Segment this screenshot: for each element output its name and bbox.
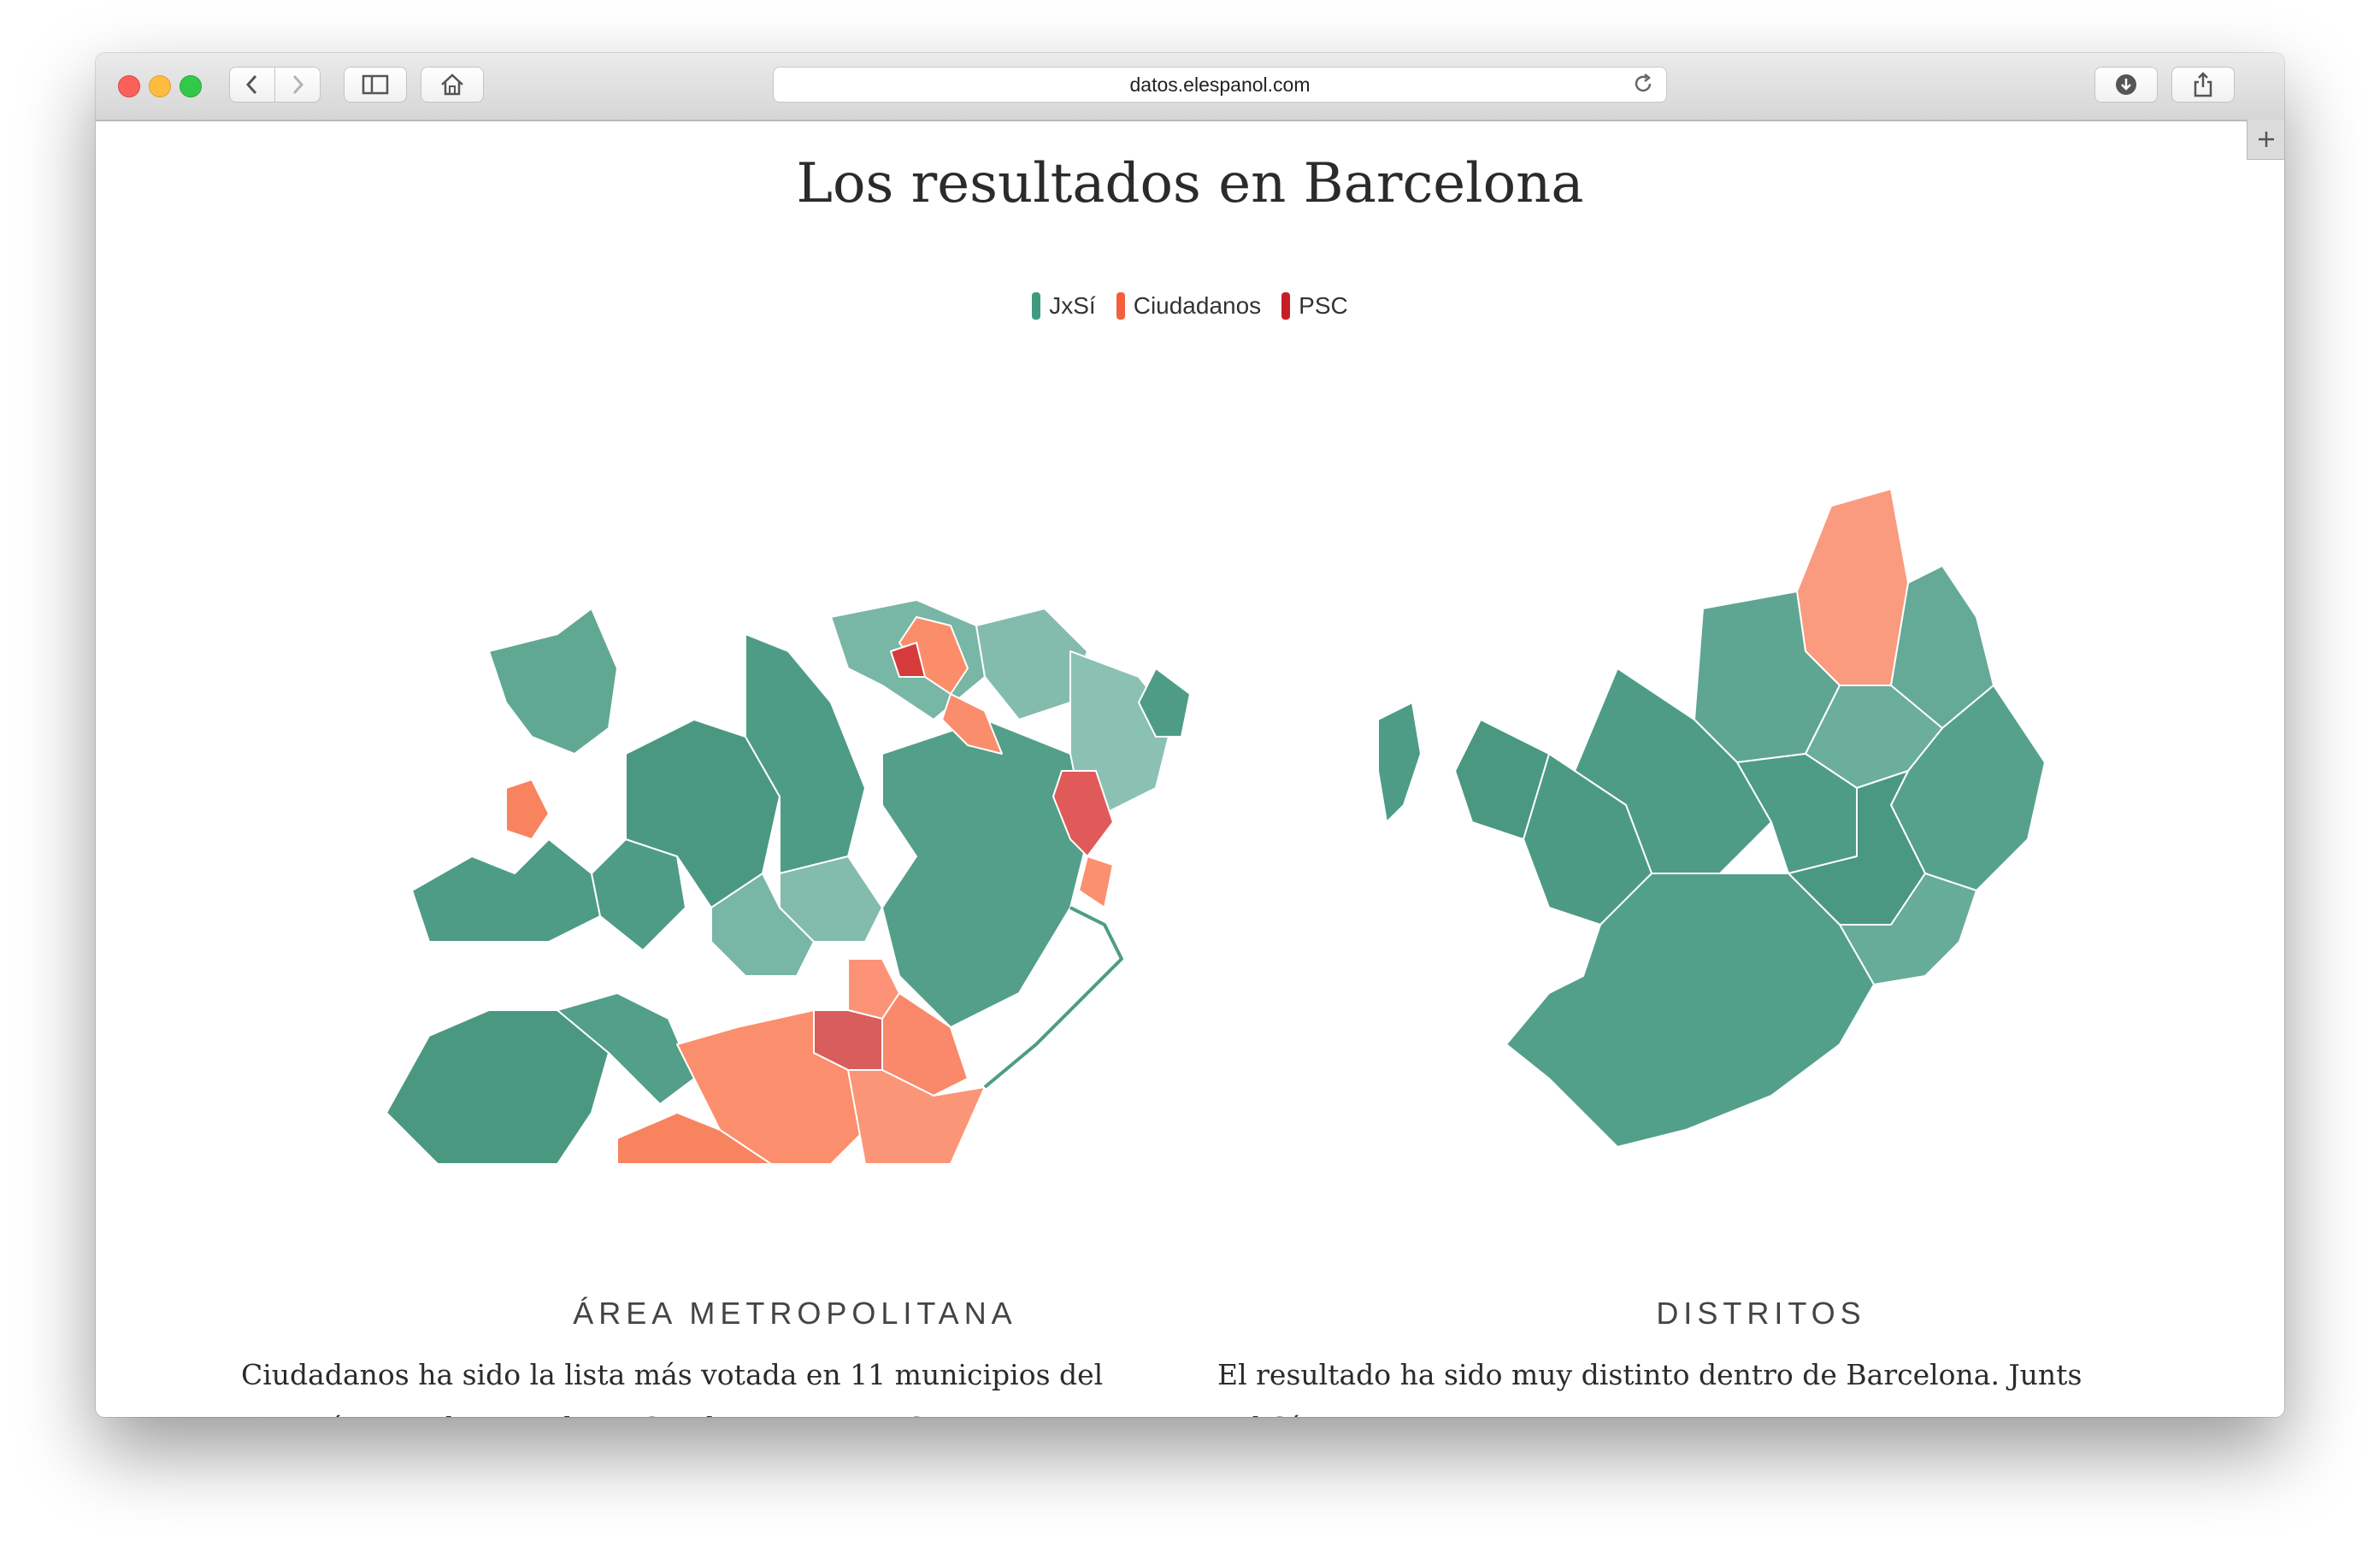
url-text: datos.elespanol.com — [1129, 73, 1311, 96]
legend-item-ciudadanos: Ciudadanos — [1116, 292, 1261, 320]
legend-swatch — [1116, 292, 1125, 320]
map-legend: JxSí Ciudadanos PSC — [96, 292, 2284, 320]
sidebar-toggle-button[interactable] — [344, 67, 407, 103]
section-title-districts: DISTRITOS — [1656, 1296, 1866, 1331]
share-icon — [2194, 72, 2212, 97]
browser-toolbar: datos.elespanol.com — [96, 53, 2284, 121]
municipality-region[interactable] — [616, 1112, 772, 1164]
sidebar-icon — [362, 74, 389, 95]
municipality-region[interactable] — [411, 838, 601, 943]
share-button[interactable] — [2171, 67, 2235, 103]
section-title-metropolitan: ÁREA METROPOLITANA — [573, 1296, 1017, 1331]
new-tab-button[interactable] — [2247, 120, 2284, 160]
municipality-region[interactable] — [890, 642, 926, 678]
municipality-region[interactable] — [1078, 855, 1114, 908]
district-region[interactable] — [1377, 702, 1422, 823]
municipality-region[interactable] — [505, 779, 550, 840]
home-button[interactable] — [421, 67, 484, 103]
maximize-window-button[interactable] — [180, 75, 202, 97]
section-paragraph-districts: El resultado ha sido muy distinto dentro… — [1217, 1349, 2132, 1417]
legend-item-jxsi: JxSí — [1032, 292, 1096, 320]
districts-map — [1377, 488, 2046, 1148]
municipality-region[interactable] — [941, 693, 1003, 755]
legend-label: Ciudadanos — [1133, 292, 1262, 319]
municipality-region[interactable] — [386, 1009, 610, 1164]
home-icon — [441, 73, 463, 96]
municipality-region[interactable] — [591, 838, 686, 951]
page-content: Los resultados en Barcelona JxSí Ciudada… — [96, 121, 2284, 1417]
legend-label: JxSí — [1049, 292, 1096, 319]
download-icon — [2116, 74, 2136, 95]
coast-outline — [983, 906, 1123, 1089]
municipality-region[interactable] — [881, 719, 1088, 1028]
paragraph-line: Ciudadanos ha sido la lista más votada e… — [241, 1358, 1104, 1391]
legend-swatch — [1281, 292, 1291, 320]
paragraph-line: cinturón rojo de Barcelona. Son lugares … — [241, 1411, 1038, 1417]
legend-swatch — [1032, 292, 1041, 320]
district-region[interactable] — [1454, 719, 1550, 840]
paragraph-line: El resultado ha sido muy distinto dentro… — [1217, 1358, 2082, 1417]
browser-window: datos.elespanol.com Los resultados en Ba… — [96, 53, 2284, 1417]
downloads-button[interactable] — [2094, 67, 2158, 103]
address-bar[interactable]: datos.elespanol.com — [773, 67, 1667, 103]
municipality-region[interactable] — [710, 873, 815, 977]
page-title: Los resultados en Barcelona — [796, 152, 1584, 215]
district-region[interactable] — [1839, 873, 1977, 985]
municipality-region[interactable] — [1138, 667, 1190, 738]
chevron-right-icon — [292, 74, 304, 95]
plus-icon — [2259, 132, 2274, 147]
legend-label: PSC — [1299, 292, 1348, 319]
minimize-window-button[interactable] — [149, 75, 171, 97]
forward-button[interactable] — [274, 67, 321, 103]
metropolitan-area-map — [386, 599, 1190, 1164]
close-window-button[interactable] — [118, 75, 140, 97]
district-region[interactable] — [1505, 873, 1875, 1148]
chevron-left-icon — [245, 74, 257, 95]
legend-item-psc: PSC — [1281, 292, 1348, 320]
back-button[interactable] — [229, 67, 275, 103]
section-paragraph-metropolitan: Ciudadanos ha sido la lista más votada e… — [241, 1349, 1156, 1417]
reload-icon[interactable] — [1632, 73, 1654, 101]
municipality-region[interactable] — [488, 608, 618, 755]
district-region[interactable] — [1796, 488, 1909, 686]
